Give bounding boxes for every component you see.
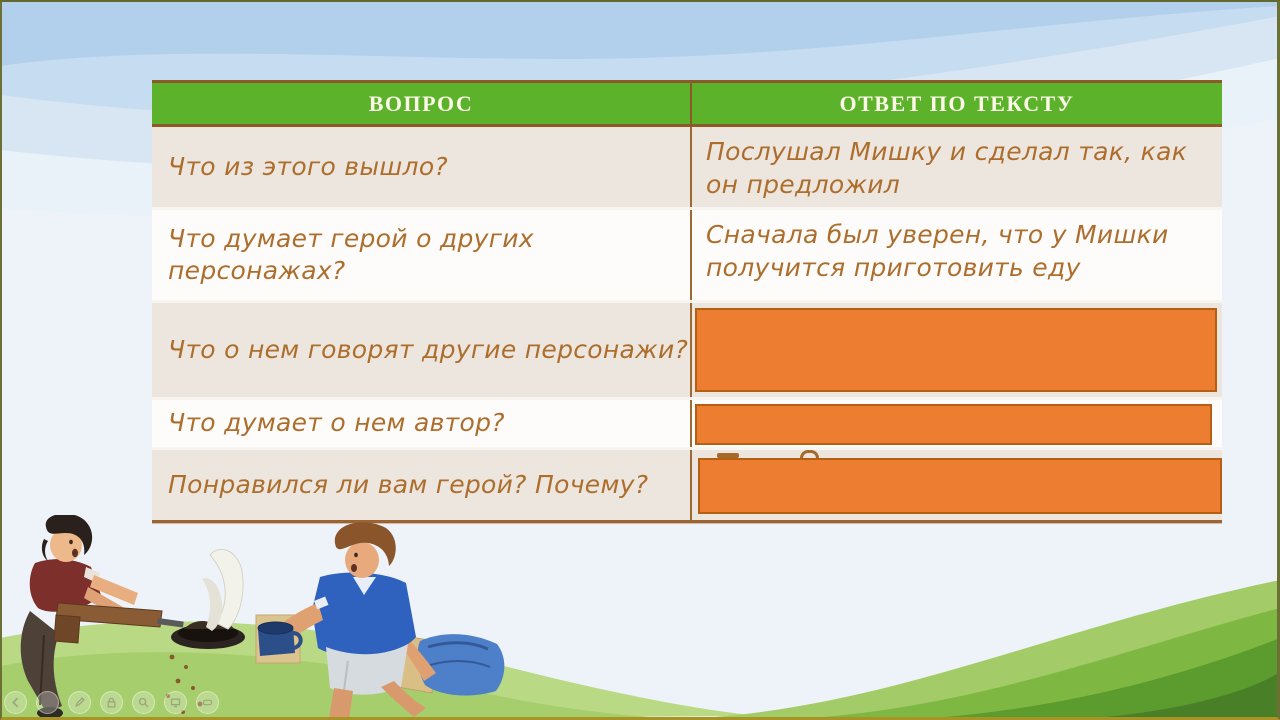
question-cell: Что думает герой о других персонажах? <box>152 210 692 300</box>
question-text: Что из этого вышло? <box>168 151 448 181</box>
hidden-answer-cover[interactable] <box>695 308 1217 392</box>
towel <box>417 634 505 696</box>
header-answer: ОТВЕТ ПО ТЕКСТУ <box>839 90 1075 116</box>
circle-icon[interactable] <box>36 691 59 714</box>
answer-text: Сначала был уверен, что у Мишки получитс… <box>706 220 1169 282</box>
answer-cell: Послушал Мишку и сделал так, как он пред… <box>692 127 1222 207</box>
question-text: Что думает герой о других персонажах? <box>168 223 534 286</box>
question-cell: Что из этого вышло? <box>152 127 692 207</box>
smoke-plume <box>202 549 244 631</box>
table-row: Что из этого вышло? Послушал Мишку и сде… <box>152 127 1222 207</box>
viewer-toolbar <box>4 691 219 714</box>
mug <box>257 621 303 656</box>
question-cell: Что думает о нем автор? <box>152 400 692 447</box>
pencil-icon[interactable] <box>68 691 91 714</box>
answer-text: Послушал Мишку и сделал так, как он пред… <box>706 137 1188 199</box>
table-header-row: ВОПРОС ОТВЕТ ПО ТЕКСТУ <box>152 83 1222 127</box>
back-icon[interactable] <box>4 691 27 714</box>
table-row: Что думает герой о других персонажах? Сн… <box>152 207 1222 300</box>
table-row: Что думает о нем автор? <box>152 397 1222 447</box>
answer-cell <box>692 303 1222 397</box>
question-answer-table: ВОПРОС ОТВЕТ ПО ТЕКСТУ Что из этого вышл… <box>152 80 1222 523</box>
hidden-answer-cover[interactable] <box>695 404 1212 445</box>
question-cell: Понравился ли вам герой? Почему? <box>152 450 692 520</box>
question-cell: Что о нем говорят другие персонажи? <box>152 303 692 397</box>
question-text: Что о нем говорят другие персонажи? <box>168 334 689 364</box>
hidden-answer-cover[interactable] <box>698 458 1222 514</box>
boy-with-frying-pan <box>20 515 138 719</box>
story-illustration-two-boys <box>20 515 505 719</box>
magnifier-icon[interactable] <box>132 691 155 714</box>
answer-cell <box>692 450 1222 520</box>
hidden-text-peek <box>717 453 739 458</box>
question-text: Что думает о нем автор? <box>168 408 505 438</box>
table-row: Что о нем говорят другие персонажи? <box>152 300 1222 397</box>
question-text: Понравился ли вам герой? Почему? <box>168 469 649 499</box>
answer-cell: Сначала был уверен, что у Мишки получитс… <box>692 210 1222 300</box>
answer-cell <box>692 400 1222 447</box>
header-question: ВОПРОС <box>152 83 692 124</box>
table-row: Понравился ли вам герой? Почему? <box>152 447 1222 520</box>
frying-pan-on-board <box>53 602 245 649</box>
lock-icon[interactable] <box>100 691 123 714</box>
monitor-icon[interactable] <box>164 691 187 714</box>
badge-icon[interactable] <box>196 691 219 714</box>
boy-with-mug <box>272 522 436 719</box>
hidden-text-peek <box>800 450 819 463</box>
